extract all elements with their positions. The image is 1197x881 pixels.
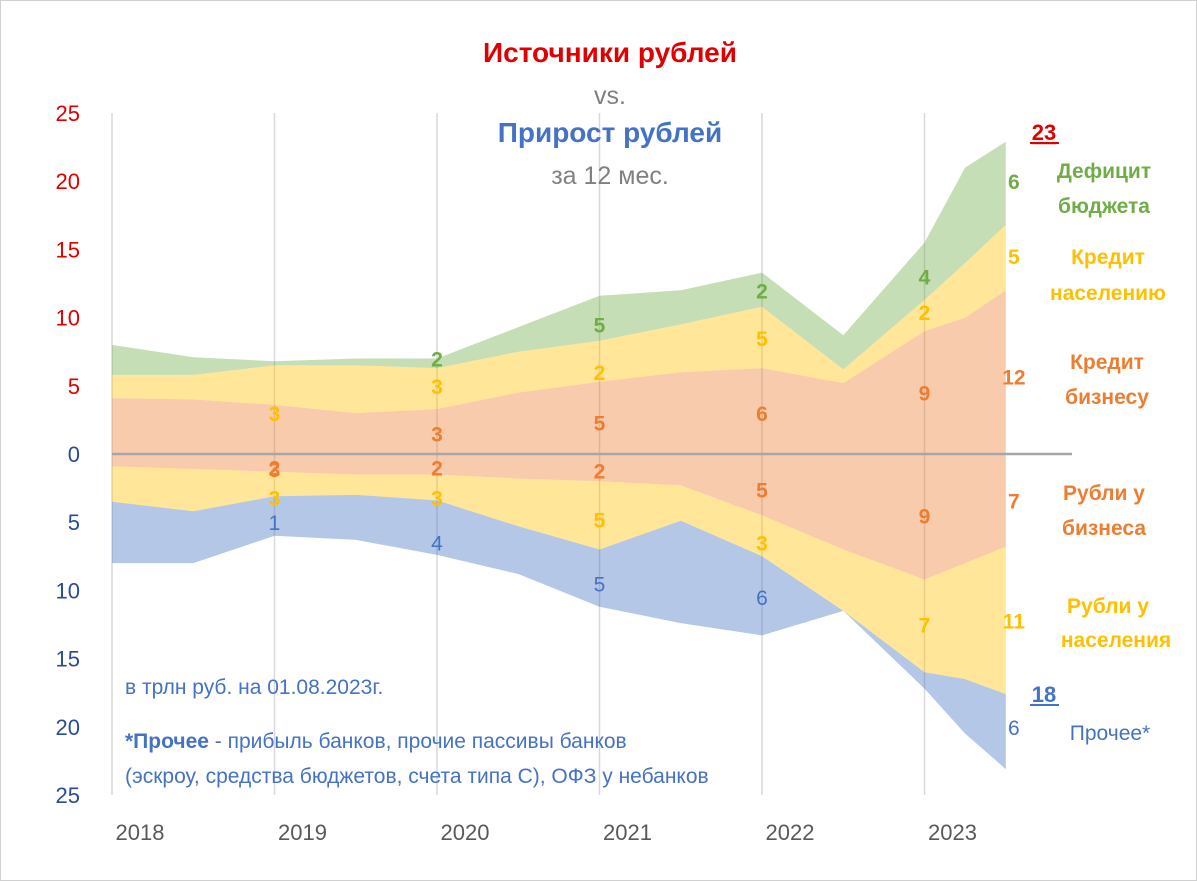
data-label-other: 6 — [1008, 717, 1020, 740]
data-label-household: 3 — [269, 488, 281, 511]
y-tick-label: 15 — [56, 647, 80, 672]
x-axis-ticks: 2018 2019 2020 2021 2022 2023 — [116, 820, 977, 845]
other-note-line2: (эскроу, средства бюджетов, счета типа С… — [125, 765, 709, 788]
data-label-business: 9 — [919, 505, 931, 528]
legend-household-rub-line2: населения — [1061, 629, 1171, 652]
data-label-household: 11 — [1003, 610, 1026, 633]
y-tick-label: 0 — [68, 442, 80, 467]
other-note-rest: - прибыль банков, прочие пассивы банков — [209, 730, 627, 753]
other-note-line1: *Прочее - прибыль банков, прочие пассивы… — [125, 730, 627, 753]
data-label-budget: 5 — [594, 314, 606, 337]
legend-business-rub-line1: Рубли у — [1063, 482, 1145, 505]
data-label-budget: 2 — [756, 280, 768, 303]
data-label-budget: 2 — [431, 349, 443, 372]
data-label-business: 5 — [594, 413, 606, 436]
total-sources: 23 — [1032, 120, 1056, 145]
legend-business-credit-line2: бизнесу — [1065, 386, 1149, 409]
data-label-household: 3 — [431, 376, 443, 399]
data-label-business: 5 — [756, 479, 768, 502]
data-label-business: 2 — [594, 460, 606, 483]
y-tick-label: 20 — [56, 169, 80, 194]
data-label-other: 4 — [431, 533, 443, 556]
units-note: в трлн руб. на 01.08.2023г. — [125, 676, 383, 699]
x-tick-label: 2022 — [766, 820, 815, 845]
area-household-rubles — [112, 466, 1006, 695]
total-growth: 18 — [1032, 682, 1056, 707]
y-tick-label: 5 — [68, 510, 80, 535]
area-business-credit — [112, 290, 1006, 454]
legend-business-credit-line1: Кредит — [1070, 351, 1144, 374]
data-label-business: 12 — [1002, 366, 1025, 389]
data-label-business: 7 — [1008, 490, 1020, 513]
area-business-rubles — [112, 454, 1006, 580]
data-label-business: 9 — [919, 383, 931, 406]
y-axis-ticks: 25 20 15 10 5 0 5 10 15 20 25 — [56, 101, 80, 808]
legend-budget-line1: Дефицит — [1057, 160, 1151, 183]
area-household-credit — [112, 224, 1006, 414]
x-tick-label: 2021 — [603, 820, 652, 845]
data-label-household: 5 — [1008, 246, 1020, 269]
legend-household-credit-line2: населению — [1050, 282, 1166, 305]
title-line2: vs. — [594, 82, 626, 110]
other-note-bold: *Прочее — [125, 730, 209, 753]
y-tick-label: 10 — [56, 306, 80, 331]
data-label-household: 3 — [756, 533, 768, 556]
data-label-household: 3 — [269, 403, 281, 426]
data-label-budget: 4 — [919, 267, 931, 290]
data-label-business: 3 — [431, 424, 443, 447]
y-tick-label: 20 — [56, 715, 80, 740]
y-tick-label: 5 — [68, 374, 80, 399]
title-line1: Источники рублей — [483, 37, 737, 68]
data-label-household: 2 — [919, 302, 931, 325]
legend-household-rub-line1: Рубли у — [1067, 595, 1149, 618]
x-tick-label: 2018 — [116, 820, 165, 845]
title-line3: Прирост рублей — [498, 117, 722, 148]
data-label-budget: 6 — [1008, 171, 1020, 194]
x-tick-label: 2020 — [441, 820, 490, 845]
area-series — [112, 141, 1006, 770]
area-other — [112, 494, 1006, 770]
x-tick-label: 2019 — [278, 820, 327, 845]
y-tick-label: 15 — [56, 237, 80, 262]
data-label-household: 2 — [594, 362, 606, 385]
data-label-household: 5 — [756, 328, 768, 351]
legend-budget-line2: бюджета — [1058, 195, 1150, 218]
data-label-household: 5 — [594, 509, 606, 532]
legend-household-credit-line1: Кредит — [1071, 246, 1145, 269]
data-label-business: 3 — [269, 459, 281, 482]
data-label-business: 2 — [269, 458, 281, 481]
x-tick-label: 2023 — [928, 820, 977, 845]
data-label-other: 5 — [594, 574, 606, 597]
legend-business-rub-line2: бизнеса — [1062, 517, 1146, 540]
data-label-household: 3 — [431, 488, 443, 511]
y-tick-label: 25 — [56, 101, 80, 126]
y-tick-label: 10 — [56, 578, 80, 603]
area-budget-deficit — [112, 141, 1006, 375]
title-line4: за 12 мес. — [551, 162, 669, 190]
legend-other: Прочее* — [1070, 722, 1150, 745]
data-label-business: 2 — [431, 458, 443, 481]
data-label-other: 1 — [269, 512, 281, 535]
grid — [111, 113, 926, 795]
data-label-other: 6 — [756, 587, 768, 610]
y-tick-label: 25 — [56, 783, 80, 808]
data-label-business: 6 — [756, 403, 768, 426]
data-label-household: 7 — [919, 615, 931, 638]
